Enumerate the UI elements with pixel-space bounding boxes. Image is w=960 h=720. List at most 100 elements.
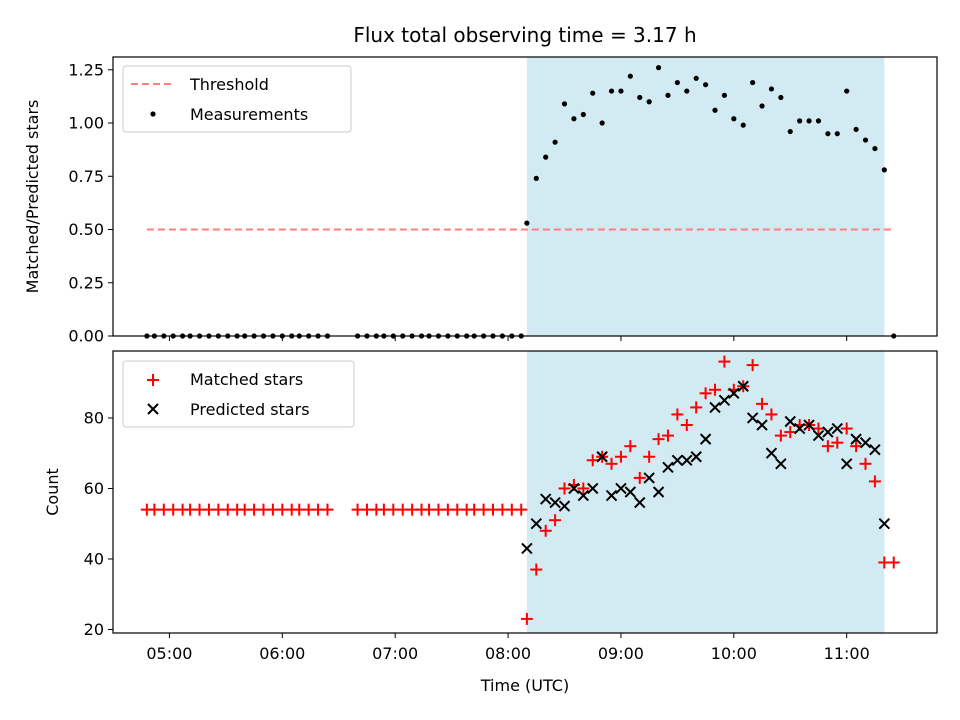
y-tick-label: 1.00	[68, 114, 104, 133]
predicted-star-point	[718, 394, 731, 407]
matched-star-point	[746, 359, 759, 372]
matched-star-point	[709, 383, 722, 396]
y-tick-label: 40	[84, 549, 104, 568]
matched-star-point	[539, 524, 552, 537]
measurement-point	[853, 126, 859, 133]
measurement-point	[750, 79, 756, 86]
matched-star-point	[520, 612, 533, 625]
predicted-star-point	[605, 489, 618, 502]
measurement-point	[815, 118, 822, 124]
legend-predicted-swatch	[147, 403, 159, 415]
x-tick-label: 11:00	[824, 644, 870, 663]
bottom-legend-box	[122, 360, 355, 428]
measurement-point	[580, 111, 586, 118]
matched-star-point	[756, 397, 769, 410]
matched-star-point	[605, 457, 618, 470]
matched-star-point	[577, 482, 590, 495]
top-y-axis-label: Matched/Predicted stars	[23, 100, 42, 294]
predicted-star-point	[709, 401, 721, 414]
top-legend-box	[122, 65, 352, 133]
predicted-star-point	[699, 433, 712, 445]
top-axes-frame	[112, 56, 938, 337]
predicted-star-point	[690, 451, 702, 463]
predicted-star-point	[728, 387, 740, 400]
bottom-legend: Matched stars Predicted stars	[122, 360, 355, 428]
predicted-star-point	[765, 447, 778, 459]
measurement-point	[806, 118, 812, 124]
y-tick-label: 80	[84, 408, 104, 427]
predicted-star-point	[615, 482, 627, 495]
predicted-star-point	[662, 461, 674, 474]
predicted-star-point	[869, 443, 881, 456]
measurement-point	[693, 75, 699, 81]
y-tick-label: 0.75	[68, 167, 104, 186]
matched-star-point	[558, 482, 571, 495]
measurement-point	[533, 175, 539, 181]
matched-star-point	[614, 450, 627, 463]
measurement-point	[844, 88, 850, 94]
predicted-star-point	[671, 454, 684, 466]
predicted-star-point	[812, 429, 825, 442]
measurement-point	[797, 118, 803, 124]
measurement-point	[637, 94, 643, 101]
predicted-star-point	[634, 496, 646, 509]
predicted-star-point	[549, 496, 561, 509]
measurement-point	[571, 116, 577, 122]
top-y-ticks: 0.00 0.25 0.50 0.75 1.00 1.25	[68, 60, 113, 346]
predicted-star-point	[521, 542, 533, 555]
matched-star-point	[671, 408, 684, 421]
matched-star-point	[661, 429, 674, 442]
legend-measurements-swatch	[150, 111, 156, 117]
top-x-ticks	[168, 336, 848, 341]
legend-predicted-label: Predicted stars	[190, 400, 310, 419]
matched-star-point	[321, 503, 334, 516]
matched-star-point	[699, 387, 712, 400]
y-tick-label: 60	[84, 479, 104, 498]
chart-title: Flux total observing time = 3.17 h	[353, 23, 696, 47]
predicted-star-point	[539, 493, 552, 505]
measurement-point	[684, 88, 690, 94]
matched-star-point	[718, 355, 731, 368]
matched-star-point	[840, 422, 853, 435]
measurement-point	[618, 88, 624, 94]
predicted-star-point	[878, 518, 891, 530]
measurement-point	[825, 131, 831, 137]
measurement-point	[561, 101, 568, 107]
matched-star-point	[530, 563, 543, 576]
y-tick-label: 1.25	[68, 60, 104, 79]
predicted-star-point	[577, 489, 590, 502]
matched-star-point	[624, 440, 637, 453]
matched-star-point	[633, 471, 646, 484]
predicted-star-point	[624, 486, 637, 498]
measurement-point	[608, 88, 615, 94]
measurement-point	[655, 65, 662, 71]
bottom-x-ticks: 05:00 06:00 07:00 08:00 09:00 10:00 11:00	[146, 633, 870, 663]
predicted-star-point	[530, 518, 542, 530]
measurement-point	[543, 154, 549, 160]
matched-star-point	[765, 408, 778, 421]
predicted-star-point	[746, 412, 759, 424]
matched-star-point	[774, 429, 787, 442]
predicted-star-point	[803, 419, 815, 431]
predicted-star-point	[681, 454, 693, 466]
top-panel: 0.00 0.25 0.50 0.75 1.00 1.25 Matched/Predict…	[23, 56, 938, 346]
predicted-star-point	[587, 482, 599, 495]
matched-star-point	[549, 514, 562, 527]
measurement-point	[731, 116, 737, 122]
legend-matched-swatch	[147, 374, 159, 386]
measurement-point	[787, 128, 793, 135]
matched-star-point	[868, 475, 881, 488]
matched-star-point	[643, 450, 656, 463]
matched-star-point	[831, 436, 844, 449]
matched-star-point	[680, 419, 693, 432]
matched-star-point	[784, 426, 797, 439]
x-axis-label: Time (UTC)	[480, 676, 569, 695]
predicted-star-point	[643, 472, 655, 484]
measurement-point	[599, 120, 605, 126]
legend-matched-label: Matched stars	[190, 370, 303, 389]
predicted-star-point	[840, 458, 853, 470]
measurement-point	[712, 107, 718, 113]
measurement-point	[703, 82, 709, 88]
y-tick-label: 0.50	[68, 220, 104, 239]
predicted-star-point	[850, 433, 862, 445]
